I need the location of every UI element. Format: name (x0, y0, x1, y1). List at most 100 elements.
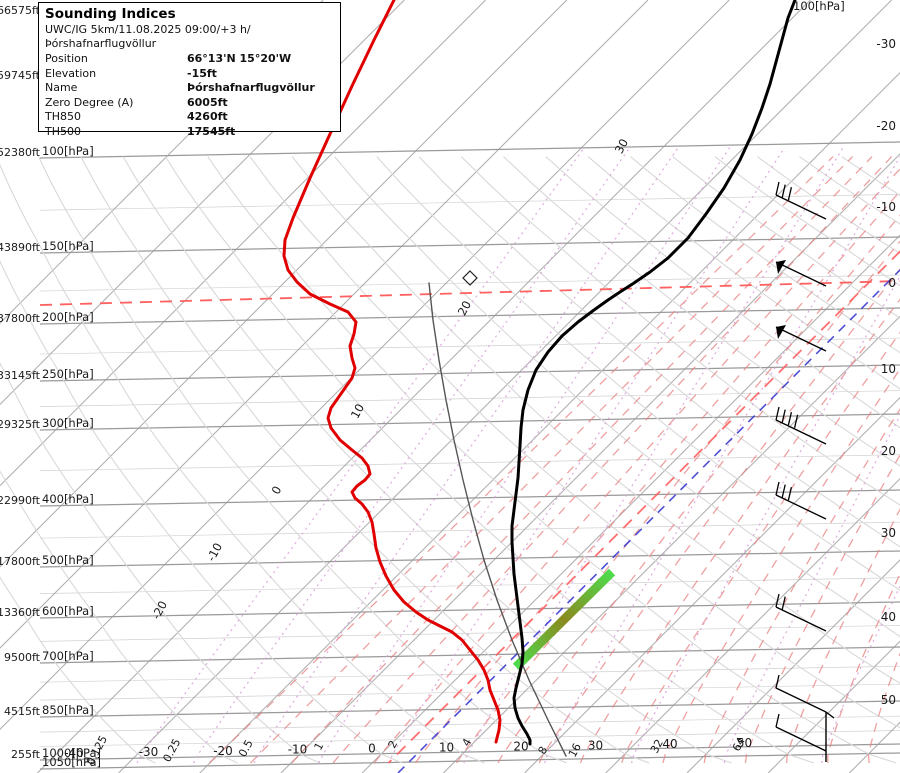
dry-adiabat (207, 156, 897, 764)
isotherm-label: 10 (348, 401, 367, 420)
bottom-temp-tick: 0 (368, 742, 376, 756)
dry-adiabat (418, 156, 900, 548)
isobar-minor (39, 454, 900, 472)
barb-feather (793, 414, 799, 428)
dry-adiabat (80, 156, 650, 764)
moist-adiabat (456, 214, 900, 764)
mixing-ratio-line (821, 584, 900, 764)
isotherm (686, 559, 900, 773)
wind-barb (825, 711, 835, 762)
dry-adiabat (0, 260, 403, 764)
isotherm (0, 0, 568, 568)
barb-staff (775, 726, 827, 752)
isotherm-label: 30 (612, 136, 631, 155)
bottom-temp-tick: 30 (588, 738, 603, 752)
right-temp-tick: 20 (881, 444, 896, 458)
barb-staff (775, 687, 827, 713)
index-value: Þórshafnarflugvöllur (187, 81, 315, 95)
dry-adiabat (587, 156, 900, 390)
isotherm-label: 0 (269, 484, 285, 497)
mixing-ratio-line (723, 414, 900, 764)
moist-adiabat (867, 652, 900, 764)
moist-adiabat (785, 508, 900, 764)
index-key: Zero Degree (A) (45, 95, 134, 109)
altitude-label: 255ft (11, 748, 41, 761)
pressure-label: 250[hPa] (42, 367, 94, 381)
moist-adiabat (579, 298, 900, 764)
moist-adiabat (291, 156, 873, 764)
isobar-minor (39, 577, 900, 595)
wind-barb (775, 713, 827, 752)
wind-barbs-layer (775, 181, 835, 762)
isobar (39, 413, 900, 431)
isobar (39, 646, 900, 664)
bottom-temp-tick: 40 (662, 737, 677, 751)
barb-staff (775, 494, 827, 520)
altitude-label: 22990ft (0, 494, 41, 507)
isotherm (118, 0, 892, 773)
altitude-label: 33145ft (0, 369, 41, 382)
dry-adiabat (164, 156, 815, 764)
dry-adiabat (249, 156, 900, 729)
moist-adiabat (662, 367, 900, 764)
isobar (39, 236, 900, 254)
index-key: Name (45, 81, 78, 95)
barb-pennant (776, 325, 786, 339)
isotherm-label: 20 (455, 298, 474, 317)
dry-adiabat (545, 156, 900, 429)
altitude-label: 4515ft (4, 705, 41, 718)
barb-staff (775, 606, 827, 632)
right-temp-tick: -20 (876, 119, 896, 133)
barb-staff (775, 194, 827, 220)
pressure-label: 150[hPa] (42, 239, 94, 253)
zero-degree-line (39, 280, 900, 306)
pressure-label: 200[hPa] (42, 310, 94, 324)
barb-pennant (776, 260, 786, 274)
moist-adiabat (332, 156, 893, 764)
pressure-label: 850[hPa] (42, 703, 94, 717)
freezing-level-line (387, 250, 900, 764)
moist-adiabat (414, 190, 900, 764)
wind-barb (775, 181, 827, 220)
wind-barb (775, 260, 827, 287)
isobar-minor (39, 665, 900, 683)
dewpoint-curve (282, 0, 502, 744)
layer-indicator-bar (512, 568, 616, 671)
right-temp-tick: 40 (881, 610, 896, 624)
mixing-ratio-label: 0.25 (160, 736, 183, 764)
isobar-minor (39, 730, 900, 747)
bottom-temp-tick: -40 (64, 746, 84, 760)
moist-adiabat (621, 331, 900, 764)
moist-adiabat (497, 240, 900, 764)
moist-adiabat (827, 572, 900, 764)
isobar (39, 364, 900, 382)
isotherm-label: -10 (204, 541, 225, 564)
barb-feather (775, 713, 780, 728)
right-temp-tick: -10 (876, 200, 896, 214)
dry-adiabat (756, 156, 900, 255)
temperature-curve (510, 0, 797, 746)
isobar-minor (39, 337, 900, 355)
barb-feather (775, 674, 780, 689)
barb-feather (787, 487, 793, 501)
index-row: Position 66°13'N 15°20'W (45, 52, 334, 67)
isotherm (443, 315, 900, 773)
index-row: TH850 4260ft (45, 110, 334, 125)
mixing-ratio-line (630, 274, 900, 764)
dry-adiabat (630, 156, 900, 354)
parcel-trajectory-curve (428, 282, 567, 757)
index-row: Elevation -15ft (45, 67, 334, 82)
dry-adiabat (799, 156, 900, 225)
index-value: 4260ft (187, 110, 228, 124)
sounding-indices-panel: Sounding Indices UWC/IG 5km/11.08.2025 0… (38, 2, 341, 138)
altitude-label: 13360ft (0, 606, 41, 619)
dry-adiabat (460, 156, 900, 506)
isobar-minor (39, 683, 900, 701)
isobar-minor (39, 715, 900, 733)
wind-barb (775, 593, 827, 632)
isobar (39, 307, 900, 325)
barb-feather (787, 187, 793, 201)
dry-adiabat (0, 470, 238, 764)
